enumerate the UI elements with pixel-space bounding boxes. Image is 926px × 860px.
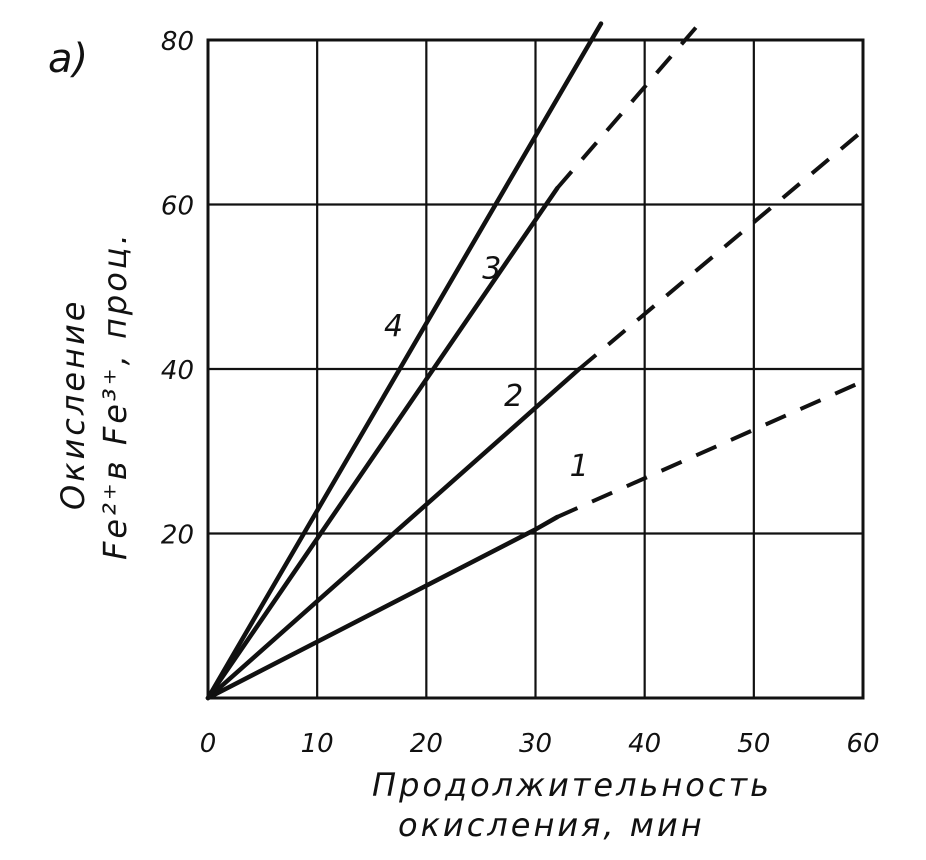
- x-tick-label-50: 50: [737, 729, 770, 759]
- grid: [208, 40, 863, 698]
- y-tick-label-80: 80: [161, 27, 194, 57]
- series-1-dashed-line: [556, 379, 864, 519]
- y-tick-label-40: 40: [161, 356, 194, 386]
- y-axis-title-line2: Fe²⁺в Fe³⁺, проц.: [96, 231, 134, 560]
- curve-label-4: 4: [384, 309, 403, 344]
- panel-label: a): [48, 36, 88, 82]
- x-tick-label-30: 30: [519, 729, 552, 759]
- curve-label-1: 1: [570, 449, 589, 484]
- y-axis-title-line1: Окисление: [54, 299, 92, 510]
- curve-label-2: 2: [504, 379, 523, 414]
- series-1-solid-line: [205, 514, 560, 701]
- x-tick-label-0: 0: [200, 729, 217, 759]
- y-tick-label-20: 20: [161, 521, 194, 551]
- x-tick-label-20: 20: [410, 729, 443, 759]
- curve-label-3: 3: [482, 252, 501, 287]
- series-3-dashed-line: [555, 22, 701, 190]
- plot-frame: [206, 38, 865, 700]
- axes: [206, 38, 865, 700]
- x-tick-label-60: 60: [846, 729, 879, 759]
- x-tick-label-10: 10: [301, 729, 334, 759]
- labels: 0 10 20 30 40 50 60 20 40 60 80 1 2 3 4: [161, 27, 880, 759]
- x-axis-title-line2: окисления, мин: [398, 806, 705, 844]
- x-tick-label-40: 40: [628, 729, 661, 759]
- series-4-solid-line: [205, 21, 604, 701]
- series-2-solid-line: [205, 366, 582, 701]
- series-2-dashed-line: [577, 128, 865, 371]
- x-axis-title-line1: Продолжительность: [372, 766, 772, 804]
- series-3-solid-line: [205, 185, 560, 701]
- series-lines: [205, 21, 865, 701]
- y-tick-label-60: 60: [161, 192, 194, 222]
